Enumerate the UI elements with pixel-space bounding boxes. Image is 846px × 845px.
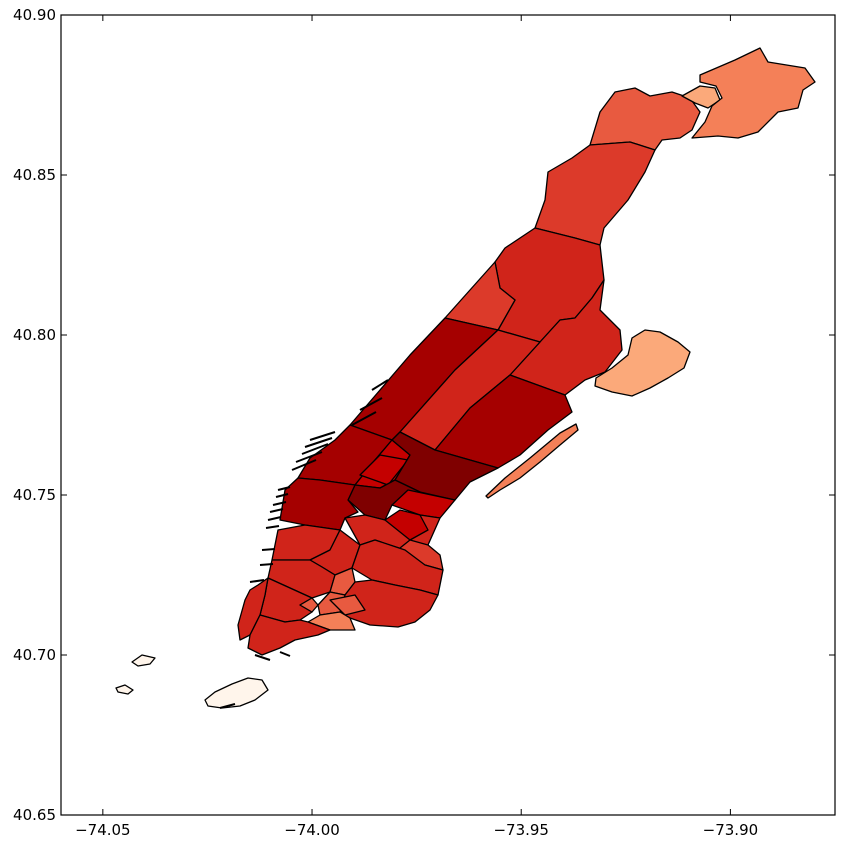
hudson-piers bbox=[219, 379, 389, 709]
region-upper-east-side bbox=[434, 374, 573, 469]
region-soho bbox=[267, 559, 336, 599]
region-battery-park-city bbox=[237, 577, 269, 641]
x-tick-label: −74.00 bbox=[284, 821, 340, 839]
region-governors-island bbox=[204, 677, 269, 709]
region-inwood bbox=[589, 87, 701, 151]
x-tick-label: −74.05 bbox=[75, 821, 131, 839]
x-axis: −74.05 −74.00 −73.95 −73.90 bbox=[75, 15, 758, 839]
y-tick-label: 40.65 bbox=[13, 806, 56, 824]
region-liberty-island bbox=[115, 684, 134, 695]
region-randalls-island bbox=[594, 329, 691, 397]
y-tick-label: 40.80 bbox=[13, 326, 56, 344]
region-financial-district bbox=[247, 614, 331, 656]
y-tick-label: 40.90 bbox=[13, 6, 56, 24]
region-midtown-east bbox=[391, 431, 499, 501]
y-tick-label: 40.85 bbox=[13, 166, 56, 184]
region-two-bridges bbox=[329, 594, 366, 616]
region-kips-bay bbox=[384, 509, 429, 541]
region-roosevelt-island bbox=[485, 423, 579, 499]
axes-frame bbox=[60, 14, 836, 816]
x-tick-label: −73.95 bbox=[493, 821, 549, 839]
y-tick-label: 40.75 bbox=[13, 486, 56, 504]
region-ellis-island bbox=[131, 654, 156, 667]
map-regions bbox=[115, 47, 816, 709]
region-tribeca-east bbox=[299, 597, 319, 613]
region-north-east bbox=[691, 47, 816, 139]
y-axis: 40.65 40.70 40.75 40.80 40.85 40.90 bbox=[13, 6, 835, 824]
y-tick-label: 40.70 bbox=[13, 646, 56, 664]
x-tick-label: −73.90 bbox=[703, 821, 759, 839]
